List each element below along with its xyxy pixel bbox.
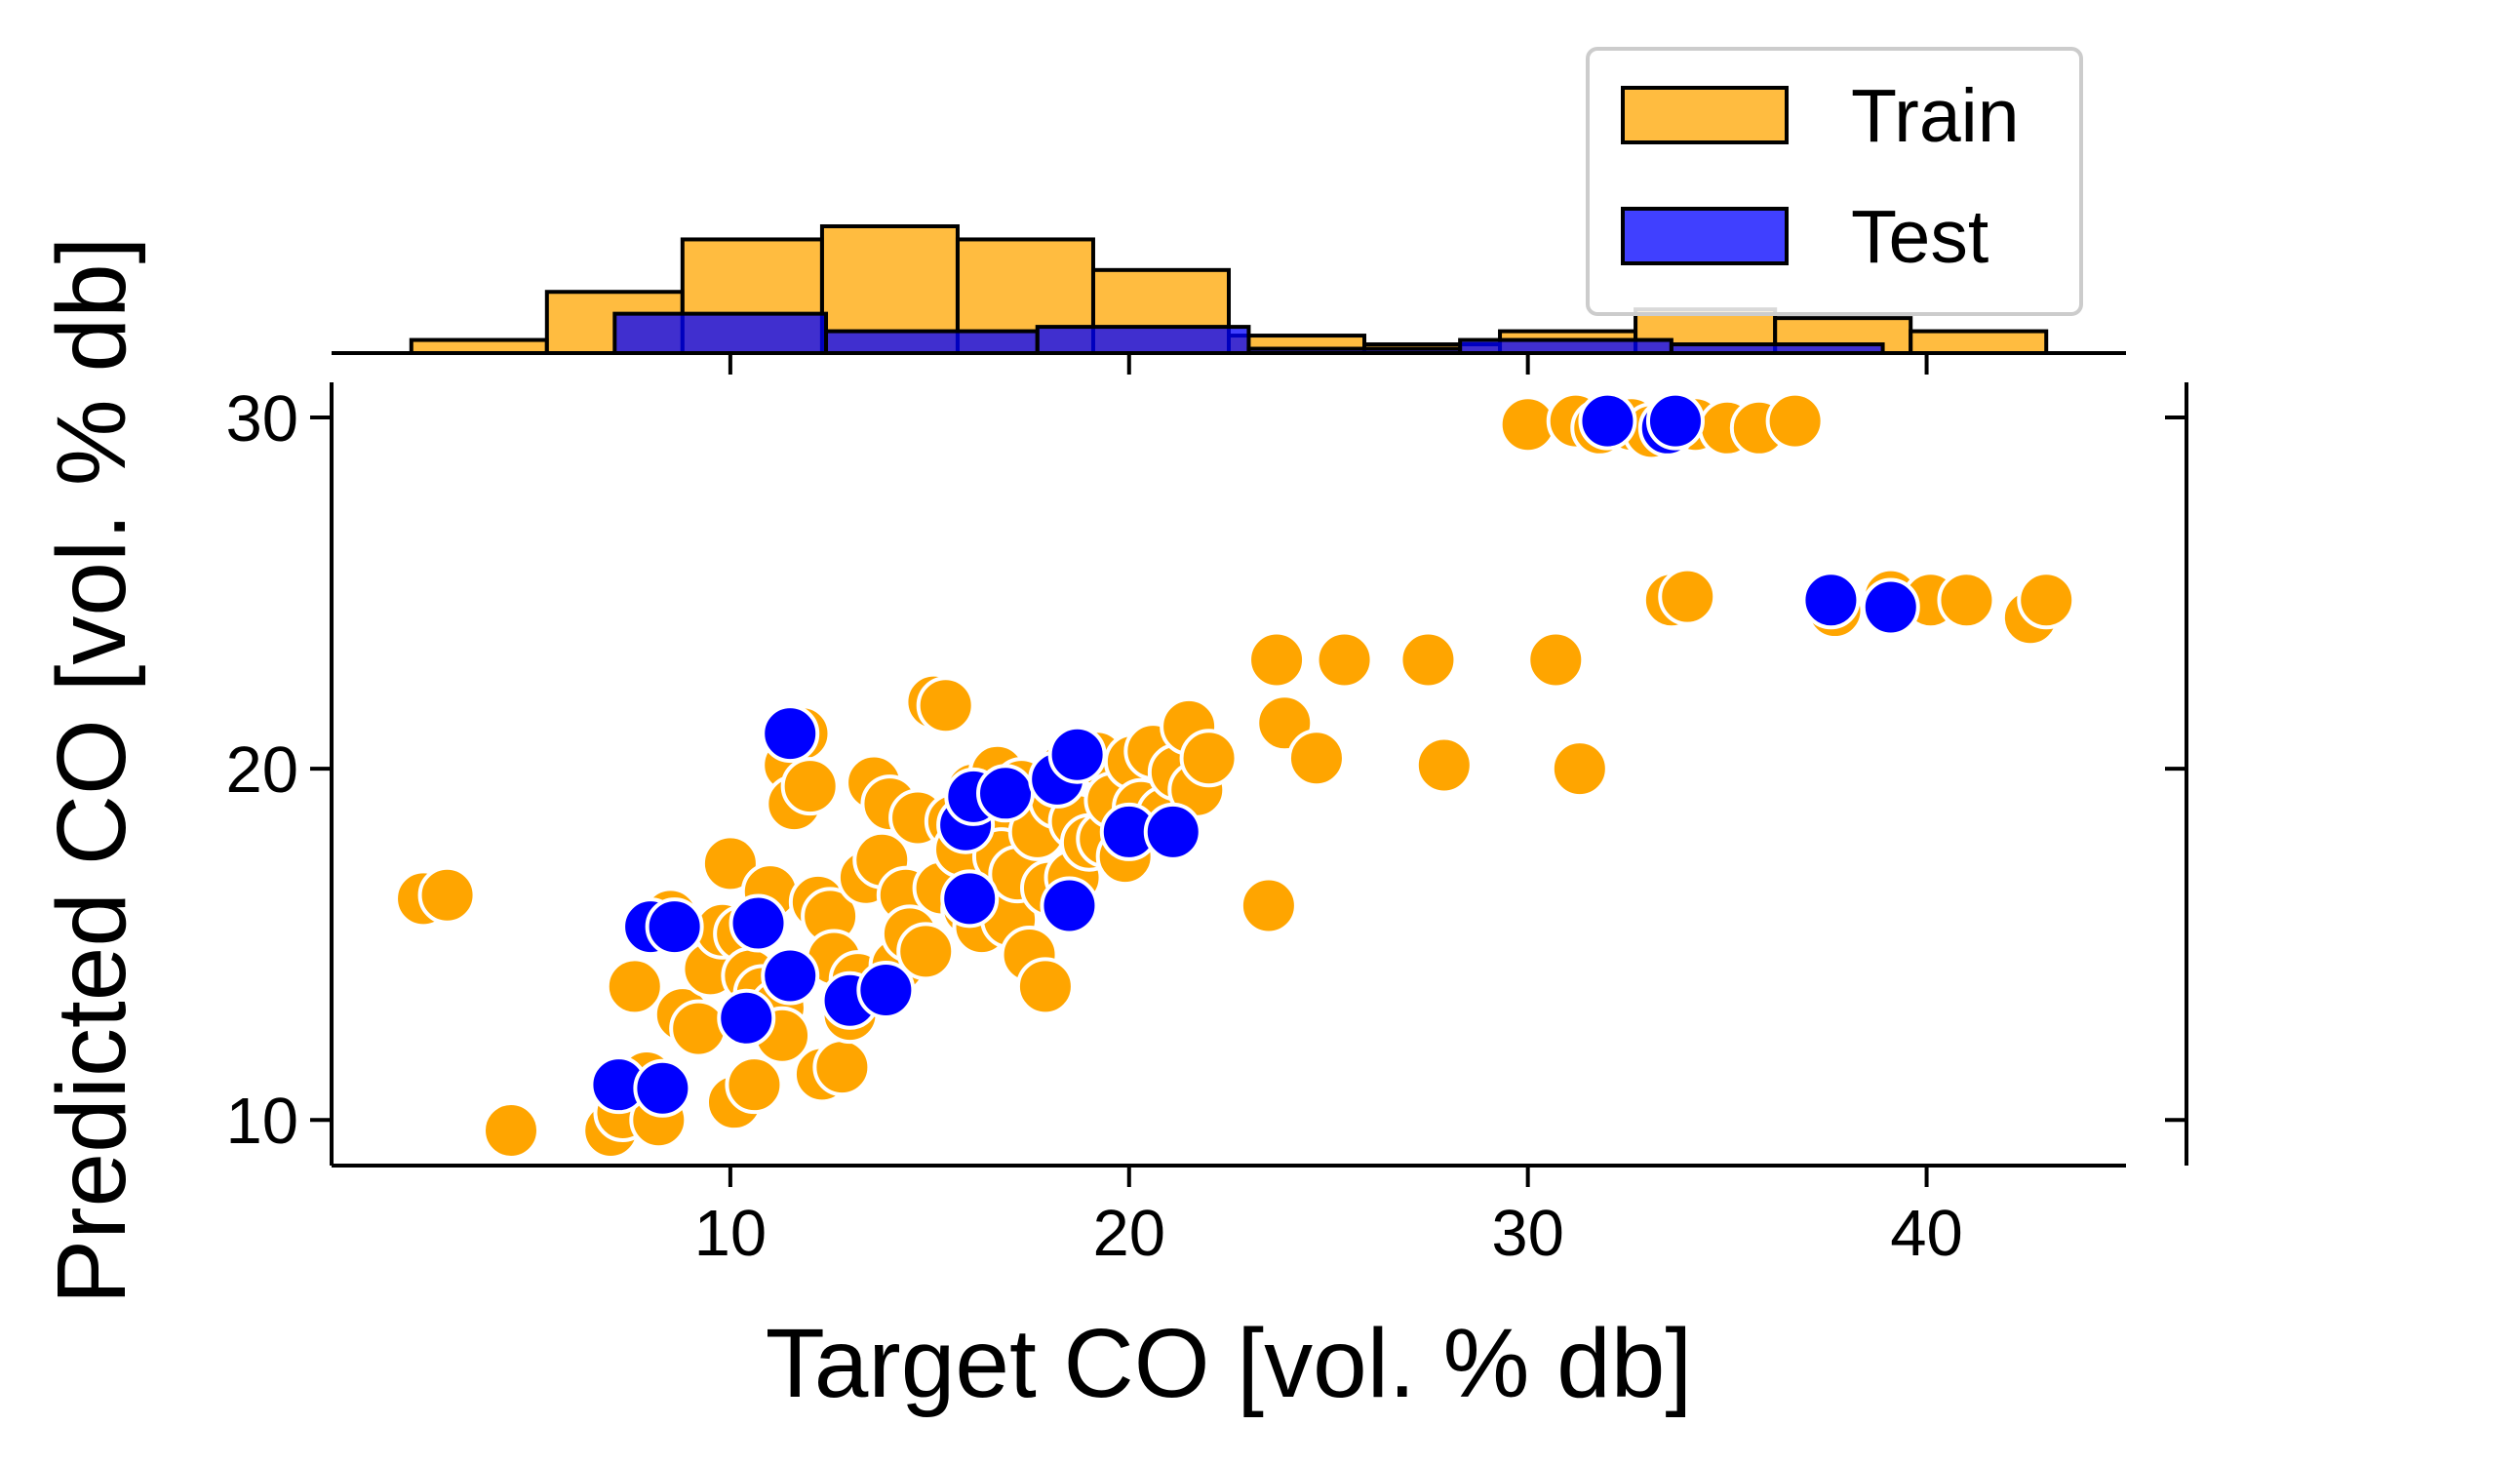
point-train	[1765, 391, 1825, 451]
point-test	[1040, 876, 1099, 935]
legend: Train Test	[1586, 47, 2083, 316]
marginal-histogram	[332, 224, 2126, 375]
point-train	[916, 676, 975, 735]
point-test	[728, 893, 788, 953]
point-train	[605, 957, 664, 1016]
legend-swatch-train	[1621, 86, 1789, 144]
point-train	[725, 1055, 784, 1115]
point-train	[780, 757, 840, 816]
point-test	[976, 764, 1036, 823]
x-tick-label: 10	[694, 1197, 768, 1270]
legend-label-train: Train	[1851, 74, 2020, 158]
x-tick-label: 40	[1890, 1197, 1963, 1270]
y-tick-label: 10	[225, 1085, 298, 1158]
point-test	[1143, 802, 1202, 861]
point-test	[645, 897, 704, 957]
hist-train-bar	[409, 337, 549, 356]
legend-swatch-test	[1621, 207, 1789, 265]
point-test	[1047, 725, 1107, 784]
point-test	[761, 946, 820, 1006]
point-test	[856, 960, 916, 1019]
point-test	[1801, 571, 1861, 630]
point-test	[940, 869, 1000, 929]
legend-label-test: Test	[1851, 195, 1988, 279]
point-train	[1937, 571, 1996, 630]
y-tick-label: 30	[225, 382, 298, 455]
point-train	[1286, 729, 1346, 788]
point-test	[1861, 577, 1920, 637]
hist-test-bar	[1458, 337, 1673, 356]
point-train	[1179, 729, 1239, 788]
point-train	[1239, 876, 1298, 935]
point-test	[1578, 391, 1637, 451]
point-train	[896, 922, 956, 981]
x-tick-label: 20	[1093, 1197, 1166, 1270]
point-train	[1526, 630, 1586, 690]
hist-test-bar	[612, 311, 829, 356]
main-axes: 10 20 30 40 10 20 30	[225, 382, 2188, 1270]
point-test	[717, 988, 776, 1048]
x-axis-title: Target CO [vol. % db]	[766, 1309, 1692, 1418]
point-train	[1315, 630, 1374, 690]
y-tick-label: 20	[225, 733, 298, 807]
point-train	[1658, 567, 1717, 626]
scatter-points	[394, 391, 2076, 1160]
y-axis-title: Predicted CO [vol. % db]	[37, 237, 146, 1305]
point-train	[1550, 739, 1609, 799]
point-train	[700, 834, 760, 893]
point-train	[669, 999, 728, 1058]
point-train	[1247, 630, 1307, 690]
point-train	[812, 1038, 872, 1097]
point-test	[1645, 391, 1705, 451]
hist-test-bar	[824, 329, 1040, 356]
point-train	[1398, 630, 1458, 690]
point-train	[1015, 957, 1075, 1016]
point-train	[2017, 571, 2076, 630]
point-train	[1414, 735, 1474, 795]
point-test	[761, 704, 820, 764]
point-train	[482, 1100, 540, 1160]
hist-test-bar	[1035, 325, 1251, 356]
hist-train-bar	[1909, 329, 2049, 356]
point-train	[417, 865, 477, 925]
x-tick-label: 30	[1491, 1197, 1564, 1270]
point-test	[633, 1058, 692, 1118]
